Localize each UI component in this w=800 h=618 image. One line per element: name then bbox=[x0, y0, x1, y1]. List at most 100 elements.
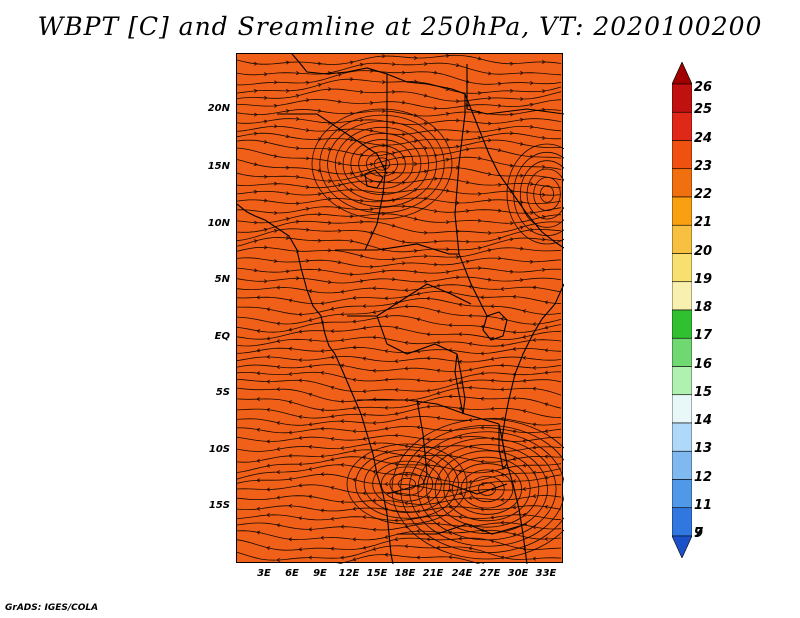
streamline-arrow bbox=[544, 402, 549, 407]
streamline-arrow bbox=[394, 518, 398, 523]
streamline-arrow bbox=[256, 427, 261, 432]
streamline-arrow bbox=[436, 416, 441, 421]
streamline-arrow bbox=[445, 137, 450, 142]
streamline-arrow bbox=[320, 472, 325, 477]
streamline-arrow bbox=[433, 209, 438, 214]
streamline-arrow bbox=[253, 189, 258, 194]
streamline-arrow bbox=[295, 174, 300, 179]
streamline-arrow bbox=[509, 221, 514, 226]
streamline-arrow bbox=[254, 112, 258, 117]
streamline-arrow bbox=[340, 399, 344, 404]
streamline-arrow bbox=[384, 314, 389, 319]
streamline bbox=[237, 545, 562, 561]
lon-label-24e: 24E bbox=[451, 568, 473, 579]
streamline-arrow bbox=[295, 219, 300, 224]
streamline-arrow bbox=[308, 466, 313, 471]
streamline-arrow bbox=[391, 151, 396, 156]
streamline-arrow bbox=[487, 198, 492, 203]
streamline-arrow bbox=[263, 139, 268, 144]
streamline bbox=[237, 473, 562, 492]
colorbar-segment-21 bbox=[672, 196, 692, 226]
colorbar-label-13: 13 bbox=[694, 441, 713, 457]
streamline-arrow bbox=[369, 264, 374, 269]
streamline bbox=[237, 415, 562, 426]
streamline-arrow bbox=[519, 141, 524, 146]
streamline-arrow bbox=[298, 329, 303, 334]
streamline bbox=[237, 78, 562, 94]
streamline-arrow bbox=[487, 71, 492, 76]
streamline-arrow bbox=[362, 304, 366, 309]
streamline-arrow bbox=[337, 260, 342, 265]
map-panel bbox=[236, 53, 564, 564]
streamline-arrow bbox=[372, 469, 377, 474]
streamline-arrow bbox=[276, 557, 281, 562]
streamline-arrow bbox=[372, 368, 377, 373]
streamline-arrow bbox=[433, 262, 438, 267]
streamline-arrow bbox=[340, 446, 345, 451]
chart-title: WBPT [C] and Sreamline at 250hPa, VT: 20… bbox=[37, 12, 763, 41]
streamline-arrow bbox=[273, 259, 278, 264]
streamline-arrow bbox=[497, 236, 502, 241]
streamline bbox=[237, 54, 562, 65]
streamline-arrow bbox=[519, 246, 524, 251]
streamline-arrow bbox=[423, 93, 428, 98]
streamline-arrow bbox=[295, 116, 300, 121]
streamline-arrow bbox=[350, 214, 354, 219]
streamline-arrow bbox=[458, 491, 463, 496]
streamline-arrow bbox=[512, 346, 517, 351]
streamline-arrow bbox=[264, 174, 268, 179]
streamline-arrow bbox=[359, 62, 364, 67]
streamline-arrow bbox=[352, 478, 357, 482]
streamline-arrow bbox=[519, 117, 524, 122]
streamline-arrow bbox=[305, 98, 310, 103]
streamline-arrow bbox=[436, 477, 441, 482]
streamline-arrow bbox=[349, 137, 354, 142]
streamline-arrow bbox=[544, 348, 549, 353]
streamline-arrow bbox=[426, 356, 430, 361]
streamline-arrow bbox=[273, 229, 278, 233]
streamline-arrow bbox=[413, 139, 418, 144]
streamline-arrow bbox=[541, 135, 546, 140]
vortex-north bbox=[350, 139, 414, 189]
vortex-south bbox=[477, 482, 497, 496]
colorbar-label-14: 14 bbox=[694, 413, 713, 428]
streamline bbox=[237, 464, 562, 483]
border-5 bbox=[347, 283, 472, 317]
streamline-arrow bbox=[465, 180, 470, 185]
streamline-arrow bbox=[414, 55, 418, 60]
streamline-arrow bbox=[320, 535, 325, 540]
coastline-borders bbox=[237, 54, 564, 564]
streamline-arrow bbox=[477, 56, 482, 61]
streamline-arrow bbox=[384, 534, 389, 539]
lake-tanganyika bbox=[454, 353, 466, 415]
streamline-arrow bbox=[455, 144, 460, 149]
streamline-arrow bbox=[330, 436, 335, 441]
grads-credit: GrADS: IGES/COLA bbox=[5, 603, 99, 613]
streamline-arrow bbox=[426, 537, 431, 542]
streamline-arrow bbox=[256, 458, 261, 463]
streamline-arrow bbox=[369, 100, 374, 105]
border-4 bbox=[335, 243, 459, 255]
streamline-arrow bbox=[266, 407, 271, 412]
streamline-arrow bbox=[256, 371, 261, 376]
lat-label-5n: 5N bbox=[214, 274, 230, 285]
lake-victoria bbox=[482, 311, 508, 341]
streamline-arrow bbox=[330, 355, 335, 360]
streamline bbox=[237, 305, 562, 325]
streamline-arrow bbox=[320, 349, 325, 353]
streamline-arrow bbox=[465, 239, 470, 244]
colorbar-segment-23 bbox=[672, 140, 692, 170]
colorbar-label-18: 18 bbox=[694, 300, 713, 315]
streamline-arrow bbox=[468, 341, 473, 346]
streamline bbox=[237, 379, 562, 392]
streamline-arrow bbox=[308, 422, 313, 427]
streamline-arrow bbox=[372, 310, 377, 315]
lon-label-21e: 21E bbox=[422, 568, 444, 579]
streamline-arrow bbox=[487, 172, 492, 176]
streamline bbox=[237, 205, 562, 214]
streamline-arrow bbox=[522, 309, 527, 314]
streamline-arrow bbox=[500, 317, 505, 322]
streamline-arrow bbox=[480, 371, 485, 376]
streamline-arrow bbox=[340, 338, 345, 343]
streamline bbox=[237, 70, 562, 86]
